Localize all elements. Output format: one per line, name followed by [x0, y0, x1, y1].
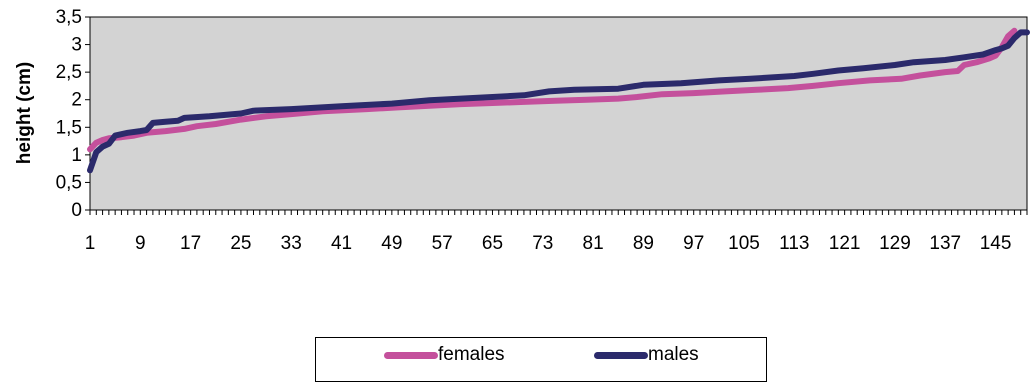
x-tick-label: 33: [281, 233, 302, 254]
y-tick-label: 2,5: [56, 62, 82, 83]
legend: females males: [315, 337, 767, 382]
x-tick-label: 1: [85, 233, 96, 254]
series-line-females: [87, 27, 1018, 153]
legend-swatch-females: [384, 351, 438, 359]
legend-item-males: males: [594, 344, 699, 366]
x-tick-label: 113: [779, 233, 809, 254]
y-axis: 0 0,5 1 1,5 2 2,5 3 3,5: [56, 7, 90, 221]
x-tick-label: 137: [929, 233, 961, 254]
x-tick-label: 73: [532, 233, 553, 254]
y-axis-title: height (cm): [14, 62, 35, 164]
legend-item-females: females: [384, 344, 505, 366]
x-tick-label: 129: [879, 233, 911, 254]
x-tick-label: 121: [829, 233, 861, 254]
x-tick-label: 81: [583, 233, 604, 254]
y-tick-label: 0,5: [56, 172, 82, 193]
x-tick-label: 17: [180, 233, 201, 254]
x-tick-label: 105: [728, 233, 760, 254]
y-tick-label: 2: [71, 90, 82, 111]
line-chart: 0 0,5 1 1,5 2 2,5 3 3,5 1 9 17 25 33 41 49 57 65 73 81 89 9…: [14, 7, 1030, 254]
x-tick-label: 49: [381, 233, 402, 254]
x-tick-label: 89: [633, 233, 654, 254]
legend-label-males: males: [648, 344, 699, 365]
series-layer: [87, 27, 1030, 174]
y-tick-label: 0: [71, 200, 82, 221]
legend-swatch-males: [594, 351, 648, 359]
x-tick-label: 9: [135, 233, 146, 254]
x-tick-label: 57: [432, 233, 453, 254]
y-tick-label: 3: [71, 35, 82, 56]
y-tick-label: 3,5: [56, 7, 82, 28]
x-tick-label: 145: [980, 233, 1012, 254]
legend-label-females: females: [438, 344, 505, 365]
x-tick-label: 65: [482, 233, 503, 254]
series-line-males: [87, 29, 1030, 174]
y-tick-label: 1,5: [56, 117, 82, 138]
y-tick-label: 1: [71, 145, 82, 166]
x-tick-label: 97: [683, 233, 704, 254]
x-tick-label: 25: [230, 233, 251, 254]
x-tick-label: 41: [331, 233, 352, 254]
x-axis: 1 9 17 25 33 41 49 57 65 73 81 89 97 105 113 121 129 137 1…: [85, 210, 1028, 254]
